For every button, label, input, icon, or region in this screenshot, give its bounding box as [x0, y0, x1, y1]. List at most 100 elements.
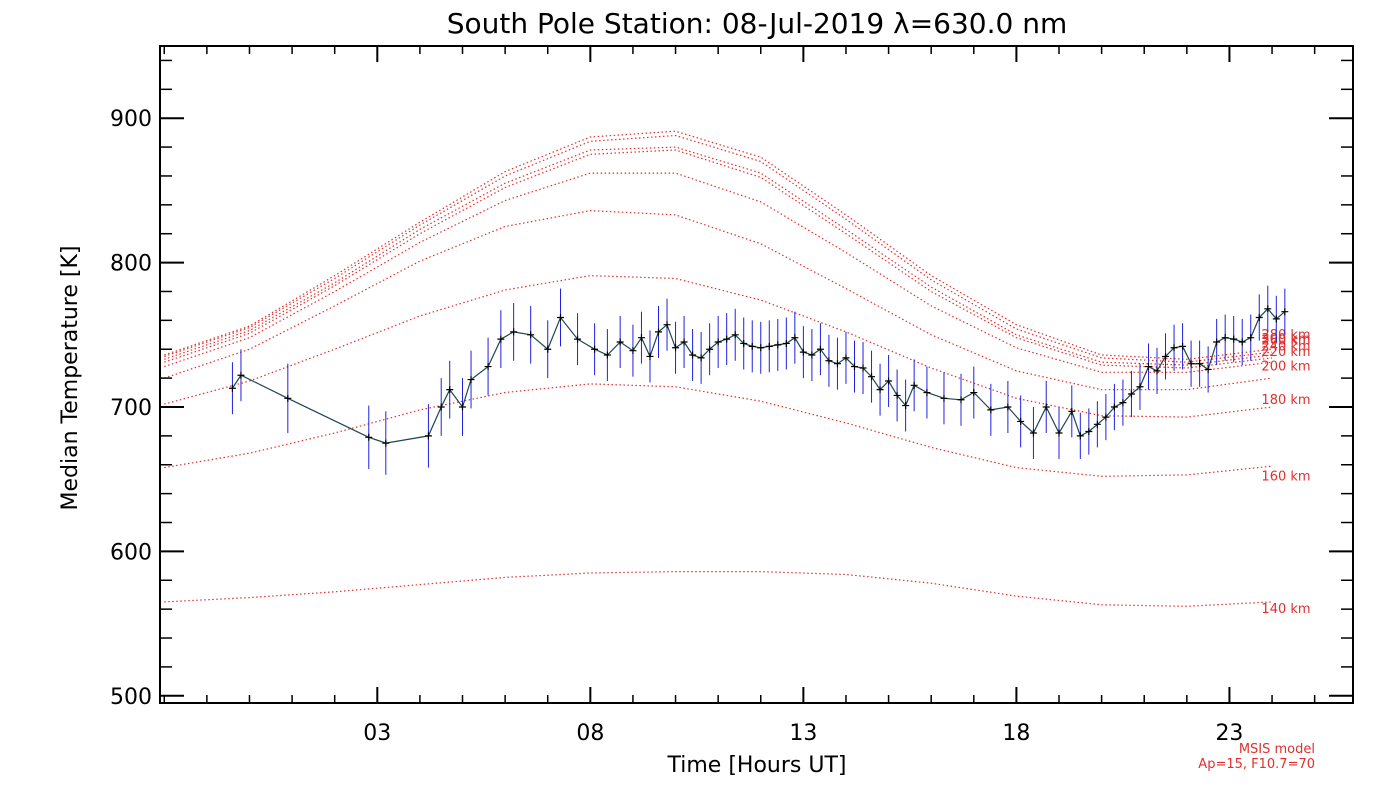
data-point-88: [1272, 315, 1280, 323]
x-tick-label-3: 18: [1002, 721, 1030, 746]
plot-frame: [159, 45, 1354, 704]
data-point-6: [437, 403, 445, 411]
data-point-37: [774, 341, 782, 349]
data-point-85: [1247, 334, 1255, 342]
data-point-42: [816, 345, 824, 353]
data-point-8: [459, 403, 467, 411]
model-label-6: 260 km: [1261, 334, 1310, 349]
x-tick-label-2: 13: [789, 721, 817, 746]
data-point-87: [1264, 305, 1272, 313]
error-bars: [231, 285, 1286, 475]
data-point-73: [1144, 363, 1152, 371]
data-point-78: [1187, 360, 1195, 368]
data-point-38: [782, 339, 790, 347]
data-point-29: [706, 345, 714, 353]
data-point-58: [987, 406, 995, 414]
model-label-5: 240 km: [1261, 339, 1310, 354]
data-point-47: [859, 364, 867, 372]
data-point-16: [574, 335, 582, 343]
x-tick-label-4: 23: [1215, 721, 1243, 746]
model-curve-8: [164, 130, 1273, 360]
x-tick-label-0: 03: [363, 721, 391, 746]
data-point-21: [637, 334, 645, 342]
data-point-50: [885, 377, 893, 385]
data-point-54: [923, 389, 931, 397]
data-point-70: [1119, 399, 1127, 407]
data-point-84: [1238, 338, 1246, 346]
model-label-8: 300 km: [1261, 332, 1310, 347]
y-tick-label-3: 800: [110, 252, 152, 277]
data-point-52: [902, 402, 910, 410]
data-point-71: [1127, 390, 1135, 398]
data-point-62: [1042, 403, 1050, 411]
data-point-32: [731, 331, 739, 339]
data-point-30: [714, 338, 722, 346]
data-point-57: [970, 389, 978, 397]
msis-model-note: MSIS model: [1239, 742, 1315, 757]
data-point-64: [1068, 407, 1076, 415]
data-point-83: [1230, 335, 1238, 343]
model-label-0: 140 km: [1261, 602, 1310, 617]
data-point-7: [446, 386, 454, 394]
data-point-13: [527, 331, 535, 339]
y-tick-label-0: 500: [110, 685, 152, 710]
data-point-17: [591, 345, 599, 353]
data-point-28: [697, 354, 705, 362]
data-point-24: [663, 321, 671, 329]
data-point-22: [646, 352, 654, 360]
axis-ticks: [160, 46, 1353, 703]
data-point-63: [1055, 429, 1063, 437]
data-point-19: [616, 338, 624, 346]
data-point-43: [825, 357, 833, 365]
chart-title: South Pole Station: 08-Jul-2019 λ=630.0 …: [447, 7, 1068, 40]
model-curve-5: [164, 149, 1273, 369]
data-point-12: [510, 328, 518, 336]
data-point-23: [655, 328, 663, 336]
model-label-2: 180 km: [1261, 393, 1310, 408]
data-point-51: [893, 391, 901, 399]
data-point-49: [876, 386, 884, 394]
data-point-3: [365, 433, 373, 441]
data-point-9: [467, 376, 475, 384]
data-point-72: [1136, 383, 1144, 391]
y-axis-title: Median Temperature [K]: [58, 246, 83, 511]
model-label-1: 160 km: [1261, 469, 1310, 484]
data-point-59: [1004, 403, 1012, 411]
data-point-33: [740, 339, 748, 347]
data-point-45: [842, 354, 850, 362]
data-point-4: [382, 439, 390, 447]
data-point-5: [424, 432, 432, 440]
data-point-20: [629, 347, 637, 355]
data-point-79: [1196, 360, 1204, 368]
data-point-67: [1093, 420, 1101, 428]
data-point-34: [748, 342, 756, 350]
model-curve-4: [164, 172, 1273, 373]
data-point-36: [765, 342, 773, 350]
x-tick-label-1: 08: [576, 721, 604, 746]
data-point-10: [484, 363, 492, 371]
msis-model-curves: [164, 130, 1273, 607]
data-point-86: [1255, 313, 1263, 321]
data-point-35: [757, 344, 765, 352]
data-point-76: [1170, 344, 1178, 352]
y-tick-label-1: 600: [110, 540, 152, 565]
data-point-81: [1213, 338, 1221, 346]
model-curve-7: [164, 134, 1273, 363]
data-point-27: [689, 351, 697, 359]
data-point-14: [544, 345, 552, 353]
data-point-61: [1029, 429, 1037, 437]
data-point-44: [833, 360, 841, 368]
data-point-26: [680, 338, 688, 346]
data-point-75: [1162, 352, 1170, 360]
y-tick-labels: 500 600 700 800 900: [110, 107, 152, 710]
data-point-56: [957, 396, 965, 404]
data-point-60: [1017, 417, 1025, 425]
model-label-4: 220 km: [1261, 345, 1310, 360]
data-point-41: [808, 351, 816, 359]
data-point-25: [672, 344, 680, 352]
data-point-2: [284, 394, 292, 402]
data-point-46: [850, 363, 858, 371]
data-point-74: [1153, 367, 1161, 375]
data-point-65: [1076, 432, 1084, 440]
